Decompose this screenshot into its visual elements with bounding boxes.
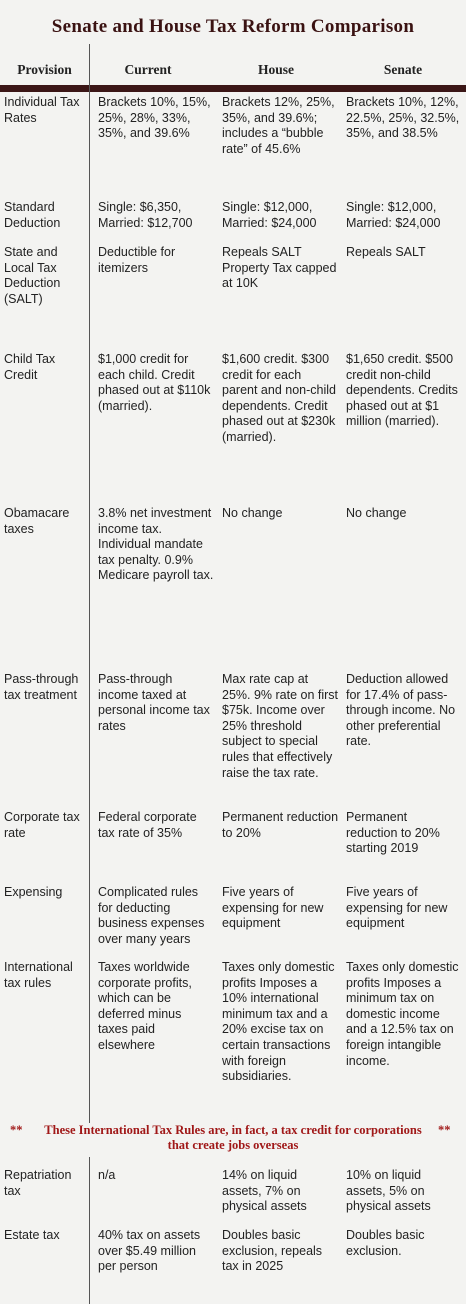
note-marker: ** <box>438 1123 451 1137</box>
table-cell: Single: $12,000, Married: $24,000 <box>222 200 317 230</box>
table-cell: Deductible for itemizers <box>98 245 176 275</box>
table-cell: 14% on liquid assets, 7% on physical ass… <box>222 1168 307 1214</box>
column-header: House <box>257 62 294 77</box>
table-cell: Brackets 10%, 15%, 25%, 28%, 33%, 35%, a… <box>98 95 211 141</box>
table-cell: Repeals SALT Property Tax capped at 10K <box>222 245 337 291</box>
table-cell: 10% on liquid assets, 5% on physical ass… <box>346 1168 431 1214</box>
table-cell: Pass-through income taxed at personal in… <box>98 672 210 733</box>
table-cell: Doubles basic exclusion, repeals tax in … <box>222 1228 323 1274</box>
title: Senate and House Tax Reform Comparison <box>51 16 415 37</box>
table-cell: Single: $6,350, Married: $12,700 <box>98 200 193 230</box>
table-cell: Five years of expensing for new equipmen… <box>222 885 324 931</box>
table-cell: Five years of expensing for new equipmen… <box>346 885 448 931</box>
note-text: These International Tax Rules are, in fa… <box>44 1123 422 1152</box>
table-cell: Taxes only domestic profits Imposes a mi… <box>346 960 459 1068</box>
table-cell: Deduction allowed for 17.4% of pass-thro… <box>346 672 456 749</box>
provision-cell: Obamacare taxes <box>4 506 70 536</box>
provision-cell: Individual Tax Rates <box>4 95 80 125</box>
table-cell: $1,000 credit for each child. Credit pha… <box>98 352 211 413</box>
table-cell: Brackets 12%, 25%, 35%, and 39.6%; inclu… <box>222 95 335 156</box>
table-cell: No change <box>346 506 407 520</box>
column-header: Current <box>124 62 172 77</box>
column-divider <box>89 44 90 1304</box>
column-header: Provision <box>17 62 72 77</box>
table-cell: Max rate cap at 25%. 9% rate on first $7… <box>222 672 339 780</box>
table-cell: Taxes worldwide corporate profits, which… <box>98 960 192 1052</box>
provision-cell: Estate tax <box>4 1228 60 1242</box>
provision-cell: Expensing <box>4 885 63 899</box>
table-cell: Brackets 10%, 12%, 22.5%, 25%, 32.5%, 35… <box>346 95 460 141</box>
table-cell: n/a <box>98 1168 116 1182</box>
note-marker: ** <box>10 1123 23 1137</box>
provision-cell: Corporate tax rate <box>4 810 80 840</box>
table-cell: No change <box>222 506 283 520</box>
table-cell: $1,600 credit. $300 credit for each pare… <box>222 352 336 444</box>
provision-cell: State and Local Tax Deduction (SALT) <box>4 245 61 306</box>
provision-cell: Standard Deduction <box>4 200 61 230</box>
note: ** These International Tax Rules are, in… <box>0 1123 466 1157</box>
table-cell: Complicated rules for deducting business… <box>98 885 205 946</box>
table-cell: 40% tax on assets over $5.49 million per… <box>98 1228 201 1274</box>
header-band <box>0 85 466 92</box>
table-cell: $1,650 credit. $500 credit non-child dep… <box>346 352 458 429</box>
provision-cell: Repatriation tax <box>4 1168 72 1198</box>
table-cell: Repeals SALT <box>346 245 426 259</box>
table-cell: Permanent reduction to 20% starting 2019 <box>346 810 440 856</box>
table-cell: Permanent reduction to 20% <box>222 810 339 840</box>
column-header: Senate <box>383 62 423 77</box>
provision-cell: Pass-through tax treatment <box>4 672 79 702</box>
table-cell: Single: $12,000, Married: $24,000 <box>346 200 441 230</box>
table-cell: Doubles basic exclusion. <box>346 1228 425 1258</box>
table-cell: 3.8% net investment income tax. Individu… <box>98 506 214 583</box>
provision-cell: International tax rules <box>4 960 73 990</box>
table-cell: Federal corporate tax rate of 35% <box>98 810 197 840</box>
provision-cell: Child Tax Credit <box>4 352 56 382</box>
table-cell: Taxes only domestic profits Imposes a 10… <box>222 960 335 1084</box>
